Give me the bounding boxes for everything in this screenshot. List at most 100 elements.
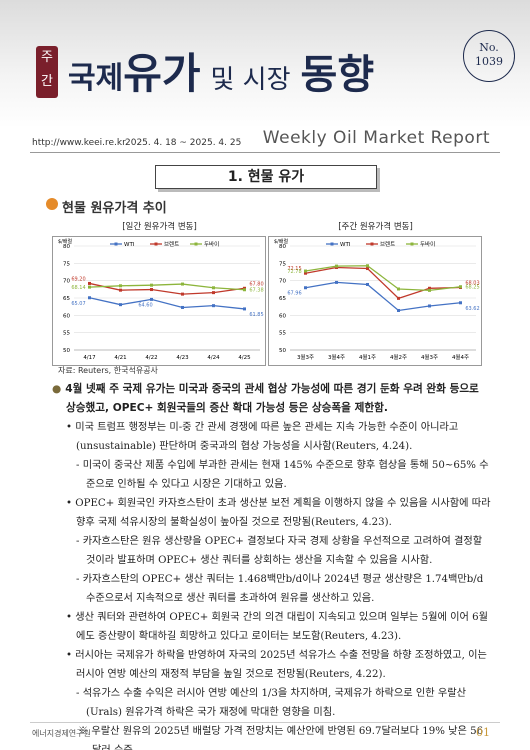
title-part: 동향 <box>300 52 375 98</box>
chart: $/배럴 50 55 60 65 70 75 80 3월3주 3월4주 4월1주 4월2주 4월3주 4월… <box>268 236 482 366</box>
y-tick-label: 55 <box>279 331 286 337</box>
series-line <box>305 265 461 292</box>
sub-bullet: 카자흐스탄의 OPEC+ 생산 쿼터는 1.468백만b/d이나 2024년 평… <box>52 570 492 608</box>
issue-no-label: No. <box>479 41 499 54</box>
legend-marker <box>370 242 374 246</box>
data-point <box>366 282 369 286</box>
section-title: 1. 현물 유가 <box>155 165 377 189</box>
data-point <box>181 305 184 309</box>
bullet: 미국 트럼프 행정부는 미-중 간 관세 경쟁에 따른 높은 관세는 지속 가능… <box>52 418 492 456</box>
sub-bullet: 석유가스 수출 수익은 러시아 연방 예산의 1/3을 차지하며, 국제유가 하… <box>52 684 492 722</box>
issue-number: 1039 <box>475 55 503 68</box>
data-point <box>459 285 462 289</box>
legend-marker <box>114 242 118 246</box>
legend-label: WTI <box>340 242 351 248</box>
page-number: 01 <box>476 726 490 739</box>
data-point <box>243 307 246 311</box>
series-line <box>89 297 245 310</box>
data-point <box>88 281 91 285</box>
chart-title: [일간 원유가격 변동] <box>122 222 197 232</box>
legend-label: 브렌트 <box>380 240 395 248</box>
data-point <box>119 303 122 307</box>
legend-marker <box>330 242 334 246</box>
x-tick-label: 3월4주 <box>328 353 345 361</box>
series-line <box>305 266 461 300</box>
data-point <box>212 304 215 308</box>
legend-marker <box>154 242 158 246</box>
y-tick-label: 65 <box>279 296 286 302</box>
x-tick-label: 4/22 <box>145 355 157 361</box>
data-point <box>150 288 153 292</box>
y-tick-label: 65 <box>63 296 70 302</box>
data-point <box>304 269 307 273</box>
bullet: OPEC+ 회원국인 카자흐스탄이 초과 생산분 보전 계획을 이행하지 않을 … <box>52 494 492 532</box>
data-point <box>304 271 307 275</box>
data-point <box>397 296 400 300</box>
data-point <box>366 264 369 268</box>
icon <box>46 198 58 210</box>
data-point <box>397 287 400 291</box>
title-part: 유가 <box>123 49 201 98</box>
data-label: 67.80 <box>249 281 263 287</box>
data-point <box>119 284 122 288</box>
data-point <box>88 285 91 289</box>
series-line <box>89 283 245 291</box>
x-tick-label: 4/21 <box>114 355 126 361</box>
x-tick-label: 4/25 <box>238 355 251 361</box>
weekly-badge: 주간 <box>36 46 58 98</box>
y-unit: $/배럴 <box>58 238 72 245</box>
y-tick-label: 60 <box>279 313 286 319</box>
data-label: 68.03 <box>465 280 479 286</box>
url: http://www.keei.re.kr <box>32 138 126 148</box>
data-point <box>304 286 307 290</box>
data-point <box>428 288 431 292</box>
x-tick-label: 4월4주 <box>452 353 469 361</box>
divider <box>30 722 500 723</box>
data-label: 61.85 <box>249 312 263 318</box>
x-tick-label: 4월3주 <box>421 353 438 361</box>
chart-box: [일간 원유가격 변동] $/배럴 50 55 60 65 70 75 80 4/17 4/21 4… <box>52 220 267 371</box>
legend-label: 두바이 <box>420 240 435 248</box>
legend-label: 브렌트 <box>164 240 179 248</box>
y-tick-label: 70 <box>279 279 286 285</box>
legend-label: WTI <box>124 242 135 248</box>
data-point <box>428 286 431 290</box>
y-tick-label: 75 <box>279 261 286 267</box>
divider <box>30 152 500 153</box>
x-tick-label: 3월3주 <box>297 353 314 361</box>
data-point <box>335 264 338 268</box>
source: 자료: Reuters, 한국석유공사 <box>58 366 158 375</box>
data-point <box>212 291 215 295</box>
sub-bullet: 미국이 중국산 제품 수입에 부과한 관세는 현재 145% 수준으로 향후 협… <box>52 456 492 494</box>
report-name: Weekly Oil Market Report <box>262 128 490 148</box>
body: 4월 넷째 주 국제 유가는 미국과 중국의 관세 협상 가능성에 따른 경기 … <box>52 380 492 750</box>
data-label: 68.25 <box>465 285 479 291</box>
data-point <box>181 282 184 286</box>
date: 2025. 4. 18 ~ 2025. 4. 25 <box>125 138 242 148</box>
bullet: 생산 쿼터와 관련하여 OPEC+ 회원국 간의 의견 대립이 지속되고 있으며… <box>52 608 492 646</box>
data-label: 63.62 <box>465 306 479 312</box>
y-tick-label: 50 <box>63 348 70 354</box>
x-tick-label: 4/17 <box>83 355 96 361</box>
legend-label: 두바이 <box>204 240 219 248</box>
series-line <box>305 281 461 312</box>
chart-title: [주간 원유가격 변동] <box>338 222 413 232</box>
data-point <box>88 296 91 300</box>
data-label: 69.20 <box>71 276 85 282</box>
data-point <box>335 280 338 284</box>
y-tick-label: 80 <box>279 244 286 250</box>
data-point <box>119 288 122 292</box>
x-tick-label: 4월2주 <box>390 353 407 361</box>
chart-frame <box>268 236 482 366</box>
y-unit: $/배럴 <box>274 238 288 245</box>
bullet: 러시아는 국제유가 하락을 반영하여 자국의 2025년 석유가스 수출 전망을… <box>52 646 492 684</box>
data-point <box>150 283 153 287</box>
title-part: 및 시장 <box>210 65 291 95</box>
data-label: 72.15 <box>287 266 301 272</box>
data-label: 67.38 <box>249 288 263 294</box>
subsection-title: 현물 원유가격 추이 <box>62 201 167 216</box>
data-point <box>459 301 462 305</box>
header-band <box>0 0 530 128</box>
x-tick-label: 4/24 <box>207 355 220 361</box>
